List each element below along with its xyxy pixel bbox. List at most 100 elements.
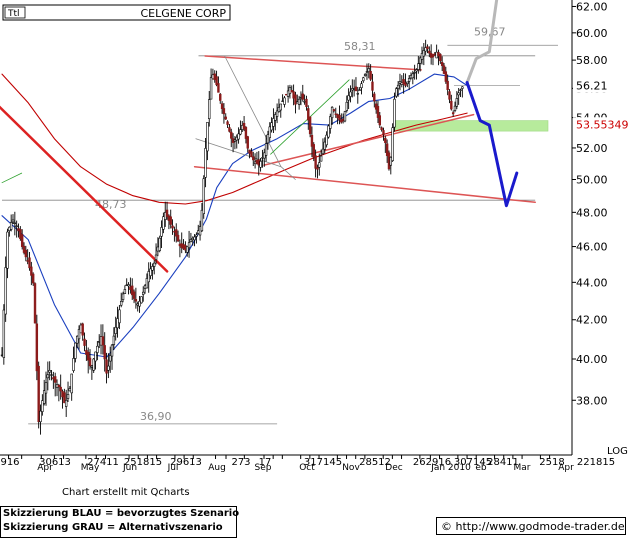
candle-body xyxy=(30,266,33,276)
candle-body xyxy=(323,141,326,150)
y-tick-label: 46.00 xyxy=(576,241,608,254)
candle-body xyxy=(279,103,282,111)
candle-body xyxy=(209,77,213,100)
candle-body xyxy=(398,81,402,84)
candle-body xyxy=(37,365,40,423)
candle-body xyxy=(26,260,29,262)
candle-body xyxy=(13,222,17,225)
candle-body xyxy=(173,230,176,233)
x-day-label: 28512 xyxy=(359,457,391,468)
candle-body xyxy=(413,72,416,74)
candle-body xyxy=(182,244,185,250)
candle-body xyxy=(340,119,343,123)
candle-body xyxy=(2,309,6,358)
x-month-label: Nov xyxy=(342,463,360,473)
candle-body xyxy=(41,400,44,412)
candle-body xyxy=(132,291,136,299)
x-month-label: Jan 2010 xyxy=(430,463,471,473)
candle-body xyxy=(277,107,281,112)
candle-body xyxy=(376,106,380,118)
candle-body xyxy=(178,243,182,247)
candle-body xyxy=(195,234,198,237)
candle-body xyxy=(433,53,437,55)
candle-body xyxy=(446,80,449,91)
candle-body xyxy=(112,335,116,345)
candle-body xyxy=(165,209,169,217)
candle-body xyxy=(237,133,240,140)
candle-body xyxy=(118,309,121,324)
candle-body xyxy=(219,93,222,101)
x-month-label: Apr xyxy=(37,463,53,473)
candle-body xyxy=(312,144,315,158)
candle-body xyxy=(303,101,306,103)
candle-body xyxy=(101,336,105,346)
candle-body xyxy=(418,57,422,64)
candle-body xyxy=(431,54,435,58)
candle-body xyxy=(384,137,387,144)
candle-body xyxy=(349,91,352,97)
y-tick-label: 44.00 xyxy=(576,276,608,289)
candle-body xyxy=(314,155,317,169)
candle-body xyxy=(68,388,72,392)
sma-fast-line xyxy=(1,73,468,358)
header-box xyxy=(2,4,231,21)
candle-body xyxy=(120,300,123,306)
candle-body xyxy=(444,71,448,82)
candle-body xyxy=(57,384,61,388)
candle-body xyxy=(55,384,59,388)
candle-body xyxy=(239,129,242,135)
website-link[interactable]: © http://www.godmode-trader.de xyxy=(436,517,626,535)
candle-body xyxy=(270,122,273,131)
x-day-label: 221815 xyxy=(577,457,615,468)
candle-body xyxy=(373,93,376,102)
candle-body xyxy=(365,71,369,73)
candle-body xyxy=(114,326,117,334)
candle-body xyxy=(50,374,53,376)
candle-body xyxy=(363,74,367,76)
candle-body xyxy=(242,122,246,130)
trend-line xyxy=(224,55,282,168)
candle-body xyxy=(358,89,361,91)
candle-body xyxy=(406,81,409,84)
candle-body xyxy=(64,399,68,407)
candle-body xyxy=(94,351,97,362)
candle-body xyxy=(275,110,279,117)
candle-body xyxy=(127,284,130,287)
scenario-grey-path xyxy=(465,0,499,85)
trend-line xyxy=(204,55,422,71)
candle-body xyxy=(316,167,319,170)
candle-body xyxy=(74,342,77,359)
candle-body xyxy=(429,53,433,58)
candle-body xyxy=(341,118,345,122)
x-day-label: 2518 xyxy=(539,457,564,468)
company-name: CELGENE CORP xyxy=(140,7,226,20)
candle-body xyxy=(145,278,149,289)
candle-body xyxy=(407,78,411,82)
candle-body xyxy=(156,246,160,252)
candle-body xyxy=(459,89,462,91)
candle-body xyxy=(134,299,138,302)
x-month-label: Jul xyxy=(167,463,179,473)
candle-body xyxy=(329,116,332,129)
x-month-label: Apr xyxy=(558,463,574,473)
candle-body xyxy=(360,83,363,89)
candle-body xyxy=(48,370,51,373)
candle-body xyxy=(20,234,24,247)
sma-price-tag: 53.55349 xyxy=(576,118,629,131)
candle-body xyxy=(259,160,262,168)
candle-body xyxy=(292,91,295,99)
candle-body xyxy=(142,291,145,295)
candle-body xyxy=(453,105,457,111)
resistance-label: 59,67 xyxy=(474,25,506,38)
candle-body xyxy=(428,50,431,54)
candle-body xyxy=(169,216,172,225)
candle-body xyxy=(109,355,112,362)
candle-body xyxy=(186,246,189,253)
candle-body xyxy=(319,155,323,162)
candle-body xyxy=(336,114,339,119)
candle-body xyxy=(352,88,356,90)
candle-body xyxy=(103,345,106,360)
candle-body xyxy=(66,394,70,399)
candle-body xyxy=(286,90,290,97)
candle-body xyxy=(53,376,57,383)
